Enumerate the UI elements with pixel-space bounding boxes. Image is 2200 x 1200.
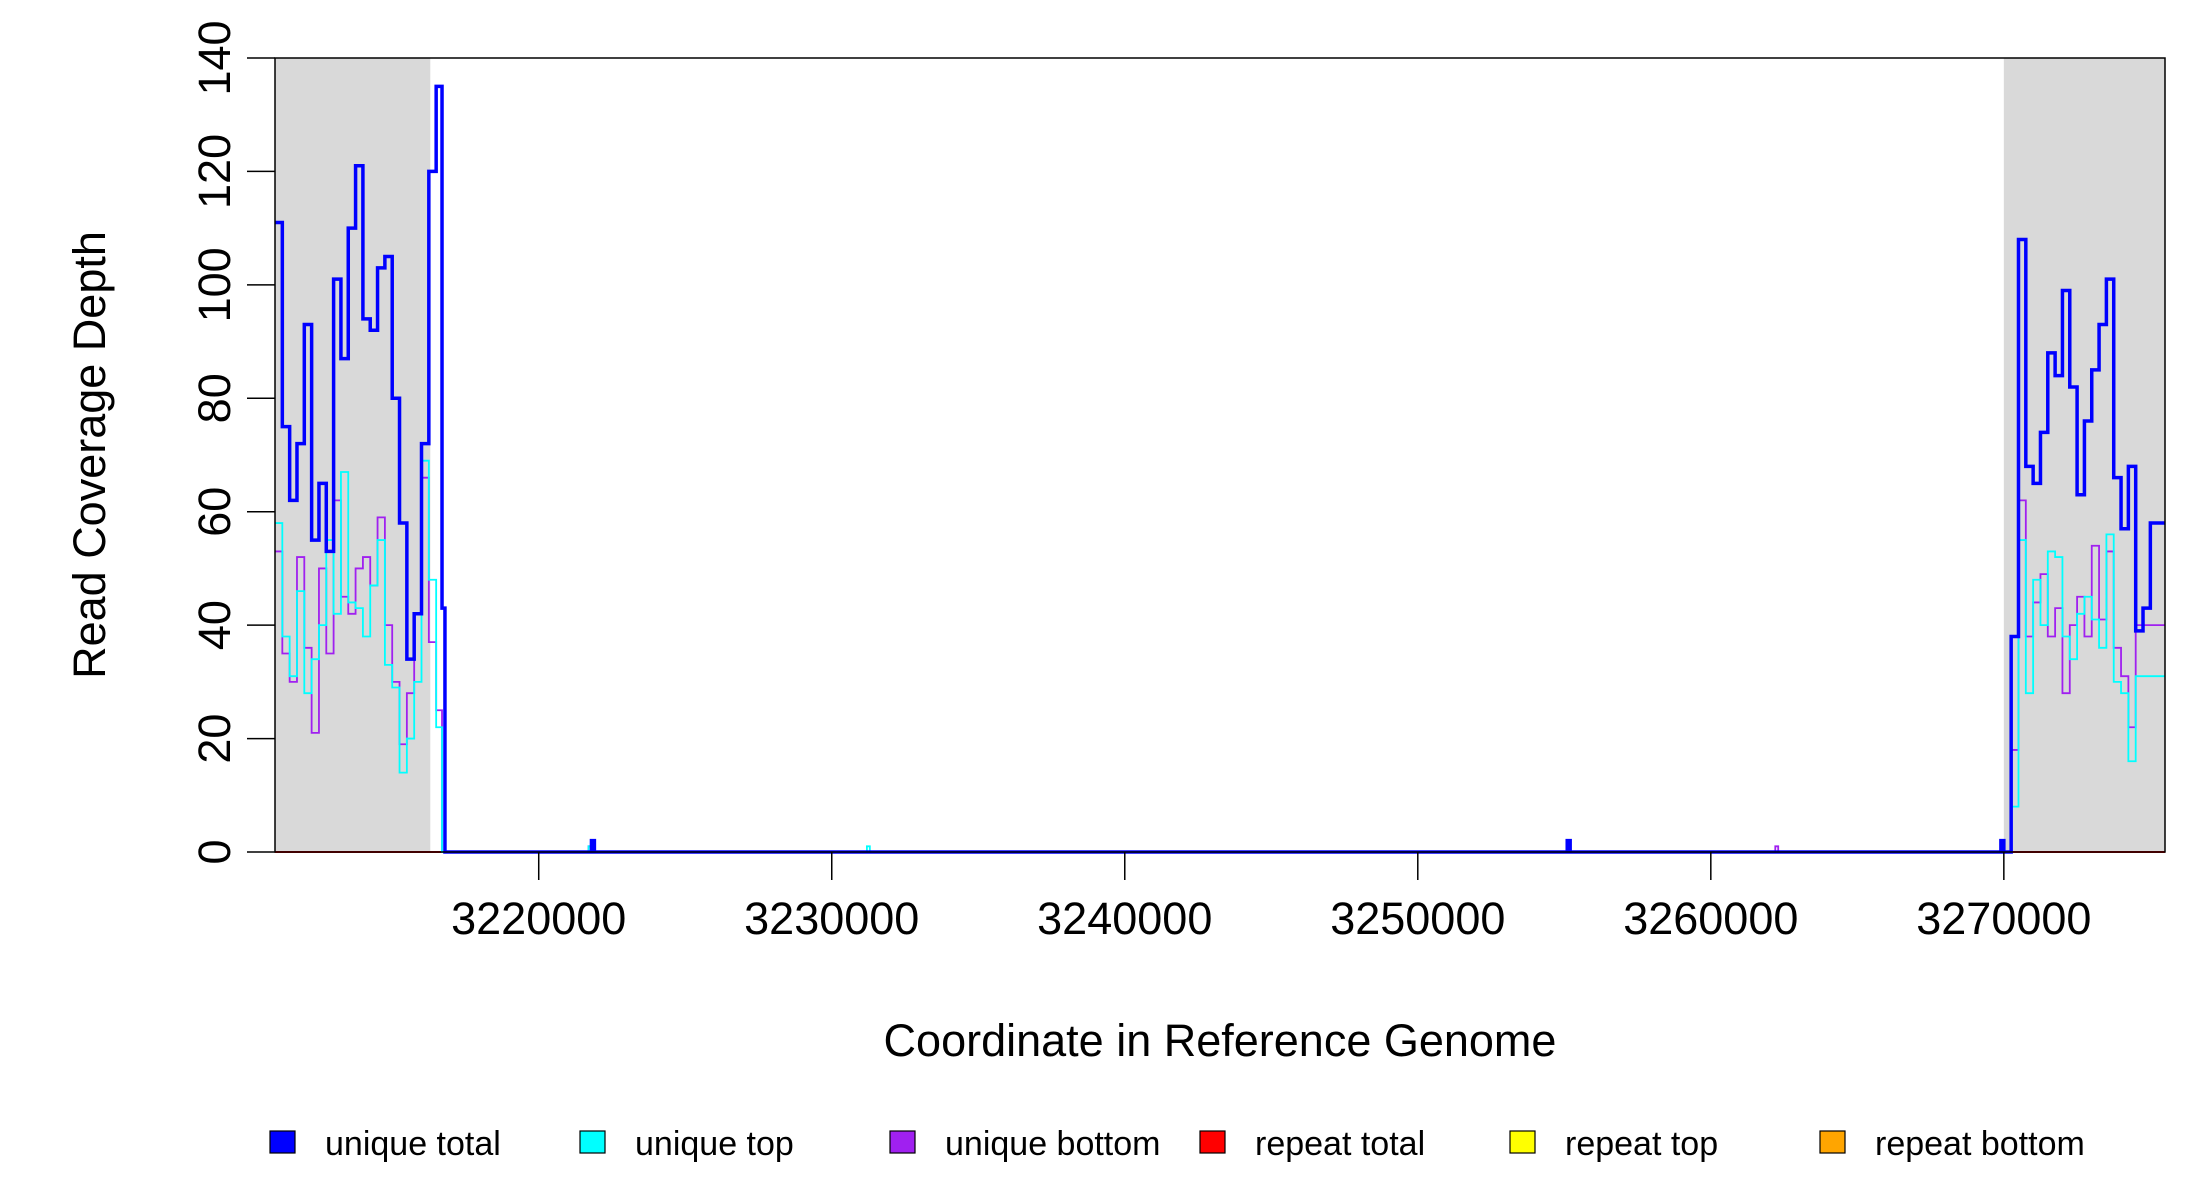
x-tick-label-0: 3220000 (451, 893, 626, 944)
series-line-unique-top (275, 459, 2165, 853)
legend-label: unique bottom (945, 1125, 1161, 1163)
x-axis-title: Coordinate in Reference Genome (884, 1015, 1557, 1066)
legend-item-repeat-top: repeat top (1509, 1125, 1718, 1163)
legend-swatch (1199, 1130, 1226, 1154)
y-tick-label-4: 80 (189, 373, 240, 423)
legend-item-unique-top: unique top (579, 1125, 794, 1163)
shaded-regions (275, 58, 2165, 852)
legend-swatch (269, 1130, 296, 1154)
y-tick-label-1: 20 (189, 714, 240, 764)
x-tick-label-3: 3250000 (1330, 893, 1505, 944)
legend-item-unique-bottom: unique bottom (889, 1125, 1161, 1163)
legend-label: repeat total (1255, 1125, 1425, 1163)
y-tick-label-7: 140 (189, 20, 240, 95)
y-tick-label-3: 60 (189, 487, 240, 537)
y-axis-title: Read Coverage Depth (64, 231, 115, 679)
x-tick-label-5: 3270000 (1916, 893, 2091, 944)
series-line-unique-total (275, 84, 2165, 854)
y-tick-label-5: 100 (189, 247, 240, 322)
x-tick-label-1: 3230000 (744, 893, 919, 944)
legend-label: repeat top (1565, 1125, 1718, 1163)
plot-frame (274, 57, 2166, 853)
series-line-unique-bottom (275, 476, 2165, 853)
y-tick-label-0: 0 (189, 839, 240, 864)
x-tick-label-4: 3260000 (1623, 893, 1798, 944)
legend-item-unique-total: unique total (269, 1125, 501, 1163)
series-layer (275, 84, 2165, 854)
x-tick-label-2: 3240000 (1037, 893, 1212, 944)
legend-swatch (889, 1130, 916, 1154)
x-axis: 3220000 3230000 3240000 3250000 3260000 32700… (451, 852, 2091, 944)
y-tick-label-2: 40 (189, 600, 240, 650)
legend-item-repeat-bottom: repeat bottom (1819, 1125, 2085, 1163)
y-tick-label-6: 120 (189, 134, 240, 209)
legend: unique total unique top unique bottom repea… (269, 1125, 2085, 1163)
legend-swatch (1819, 1130, 1846, 1154)
legend-item-repeat-total: repeat total (1199, 1125, 1425, 1163)
shaded-region-0 (275, 58, 431, 852)
legend-swatch (579, 1130, 606, 1154)
legend-swatch (1509, 1130, 1536, 1154)
legend-label: unique total (325, 1125, 501, 1163)
y-axis: 0 20 40 60 80 100 120 140 (189, 20, 275, 865)
legend-label: unique top (635, 1125, 794, 1163)
legend-label: repeat bottom (1875, 1125, 2085, 1163)
